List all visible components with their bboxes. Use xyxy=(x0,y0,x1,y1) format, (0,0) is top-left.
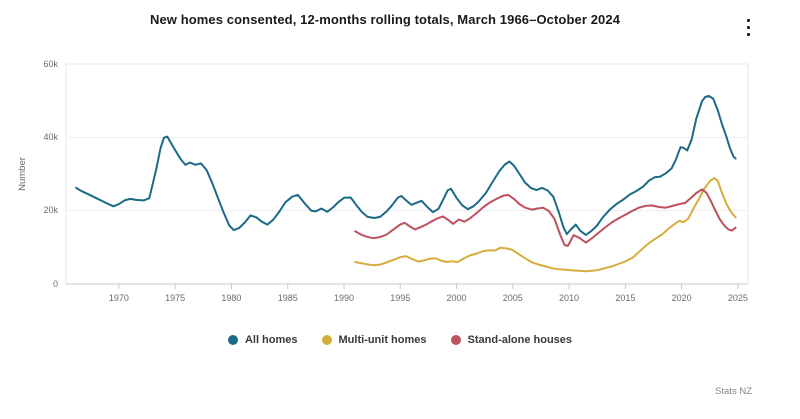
chart-plot-area xyxy=(65,63,749,289)
y-tick-label: 20k xyxy=(43,205,58,216)
x-tick-label: 2005 xyxy=(502,293,523,303)
legend-item-multi-unit-homes[interactable]: Multi-unit homes xyxy=(321,334,427,346)
source-attribution: Stats NZ xyxy=(715,386,752,397)
x-tick-label: 1970 xyxy=(108,293,129,303)
plot-border xyxy=(65,63,749,285)
x-tick-label: 1985 xyxy=(277,293,298,303)
x-tick-label: 2000 xyxy=(446,293,467,303)
legend-label: Stand-alone houses xyxy=(467,334,573,346)
y-tick-label: 0 xyxy=(52,278,58,289)
x-tick-label: 2025 xyxy=(727,293,748,303)
chart-legend: All homes Multi-unit homes Stand-alone hou… xyxy=(0,331,800,349)
kebab-dot xyxy=(746,18,750,22)
series-line-stand-alone-houses xyxy=(354,188,737,247)
y-tick-label: 60k xyxy=(43,58,58,69)
x-tick-label: 1980 xyxy=(221,293,242,303)
legend-dot-icon xyxy=(321,335,332,345)
legend-label: Multi-unit homes xyxy=(338,334,427,346)
series-line-multi-unit-homes xyxy=(354,177,737,273)
legend-item-stand-alone-houses[interactable]: Stand-alone houses xyxy=(450,334,573,346)
x-tick-label: 1990 xyxy=(333,293,354,303)
chart-title: New homes consented, 12-months rolling t… xyxy=(149,12,621,27)
y-tick-label: 40k xyxy=(43,131,58,142)
series-line-all-homes xyxy=(75,94,737,236)
kebab-dot xyxy=(746,32,750,36)
legend-dot-icon xyxy=(227,335,238,345)
legend-item-all-homes[interactable]: All homes xyxy=(227,334,298,346)
legend-label: All homes xyxy=(244,334,298,346)
kebab-dot xyxy=(746,25,750,29)
x-tick-label: 2010 xyxy=(559,293,580,303)
x-tick-label: 1975 xyxy=(165,293,186,303)
x-tick-label: 2020 xyxy=(671,293,692,303)
more-options-kebab-icon[interactable] xyxy=(740,13,756,41)
legend-dot-icon xyxy=(450,335,461,345)
x-tick-label: 2015 xyxy=(615,293,636,303)
x-tick-label: 1995 xyxy=(390,293,411,303)
